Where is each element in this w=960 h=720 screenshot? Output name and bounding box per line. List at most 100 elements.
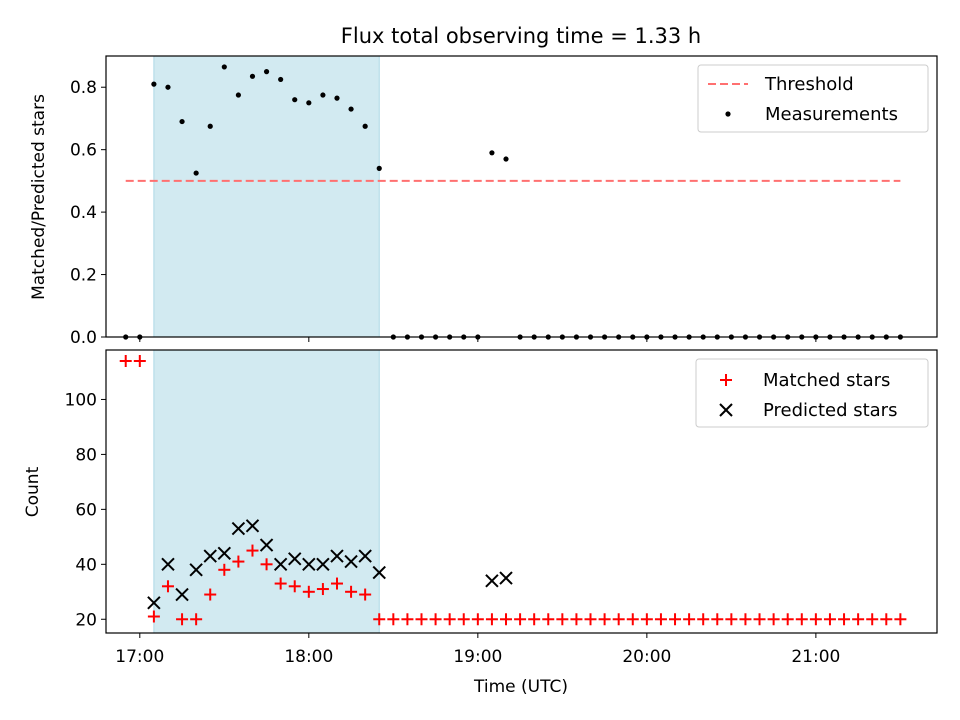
predicted-star-marker [358, 549, 372, 563]
matched-star-marker [584, 613, 597, 626]
predicted-star-marker [302, 557, 316, 572]
y-tick-label: 40 [75, 555, 97, 575]
marker-stroke [161, 557, 175, 572]
matched-star-marker [556, 613, 569, 626]
legend-matched-label: Matched stars [763, 370, 890, 391]
matched-star-marker [809, 613, 822, 626]
marker-stroke [358, 549, 372, 563]
measurement-point [207, 123, 213, 129]
predicted-star-marker [273, 557, 288, 572]
predicted-star-marker [161, 557, 175, 572]
matched-star-marker [683, 613, 696, 626]
count-axes-frame [105, 349, 938, 634]
matched-star-marker [147, 610, 160, 623]
legend-predicted-swatch [719, 403, 733, 417]
matched-star-marker [753, 613, 766, 626]
matched-star-marker [823, 613, 836, 626]
measurement-point [235, 92, 241, 98]
marker-stroke [485, 574, 499, 588]
marker-stroke [217, 546, 232, 561]
matched-star-marker [443, 613, 456, 626]
matched-star-marker [429, 613, 442, 626]
y-tick-label: 60 [75, 500, 97, 520]
legend-measurements-label: Measurements [765, 104, 898, 125]
predicted-star-marker [189, 563, 203, 577]
matched-star-marker [330, 577, 343, 590]
marker-stroke [203, 549, 217, 563]
marker-stroke [259, 538, 274, 552]
matched-star-marker [514, 613, 527, 626]
matched-star-marker [781, 613, 794, 626]
marker-stroke [189, 563, 203, 577]
predicted-star-marker [147, 596, 161, 610]
matched-star-marker [894, 613, 907, 626]
measurement-point [151, 81, 157, 87]
x-tick-label: 21:00 [791, 647, 840, 667]
predicted-star-marker [231, 521, 246, 536]
ratio-panel: 0.00.20.40.60.8 Matched/Predicted stars … [29, 55, 938, 348]
measurement-point [278, 76, 284, 83]
predicted-star-marker [330, 549, 344, 563]
marker-stroke [344, 554, 358, 569]
x-tick-label: 19:00 [453, 647, 502, 667]
x-tick-label: 17:00 [115, 647, 164, 667]
matched-star-marker [626, 613, 639, 626]
predicted-star-marker [217, 546, 232, 561]
measurement-point [348, 106, 354, 112]
measurement-point [165, 84, 171, 90]
matched-star-marker [485, 613, 498, 626]
matched-star-marker [767, 613, 780, 626]
matched-star-marker [795, 613, 808, 626]
y-tick-label: 0.8 [70, 78, 97, 98]
y-tick-label: 0.0 [70, 328, 97, 348]
measurement-point [193, 170, 199, 176]
y-tick-label: 100 [65, 390, 97, 410]
marker-stroke [288, 552, 302, 566]
matched-star-marker [218, 563, 231, 576]
matched-star-marker [739, 613, 752, 626]
measurement-point [320, 92, 326, 98]
marker-stroke [316, 557, 330, 572]
matched-star-marker [669, 613, 682, 626]
marker-stroke [302, 557, 316, 572]
matched-star-marker [316, 583, 329, 596]
count-y-axis-label: Count [23, 466, 43, 517]
marker-stroke [273, 557, 288, 572]
y-tick-label: 20 [75, 610, 97, 630]
matched-star-marker [697, 613, 710, 626]
measurement-point [306, 100, 312, 106]
matched-star-marker [204, 588, 217, 601]
matched-star-marker [598, 613, 611, 626]
matched-star-marker [274, 577, 287, 590]
y-tick-label: 0.6 [70, 141, 97, 161]
measurement-point [179, 118, 185, 125]
matched-star-marker [500, 613, 513, 626]
predicted-star-marker [288, 552, 302, 566]
measurement-point [362, 123, 368, 129]
matched-star-marker [528, 613, 541, 626]
marker-stroke [245, 519, 260, 533]
measurement-point [376, 165, 382, 171]
matched-star-marker [725, 613, 738, 626]
matched-star-marker [373, 613, 386, 626]
matched-star-marker [288, 580, 301, 593]
matched-star-marker [190, 613, 203, 626]
matched-star-marker [119, 354, 132, 367]
ratio-axes-frame [105, 55, 938, 338]
marker-stroke [231, 521, 246, 536]
predicted-star-marker [485, 574, 499, 588]
matched-star-marker [838, 613, 851, 626]
matched-star-marker [542, 613, 555, 626]
observing-window-0 [153, 55, 380, 338]
y-tick-label: 80 [75, 445, 97, 465]
predicted-star-marker [499, 571, 513, 585]
predicted-star-marker [316, 557, 330, 572]
measurement-point [503, 156, 509, 162]
legend-measurements-swatch [725, 111, 731, 117]
matched-star-marker [415, 613, 428, 626]
predicted-star-marker [372, 565, 386, 580]
matched-star-marker [852, 613, 865, 626]
marker-stroke [147, 596, 161, 610]
count-panel: 20 40 60 80 100 17:00 18:00 19:00 20:00 21:00 Co… [23, 349, 938, 697]
